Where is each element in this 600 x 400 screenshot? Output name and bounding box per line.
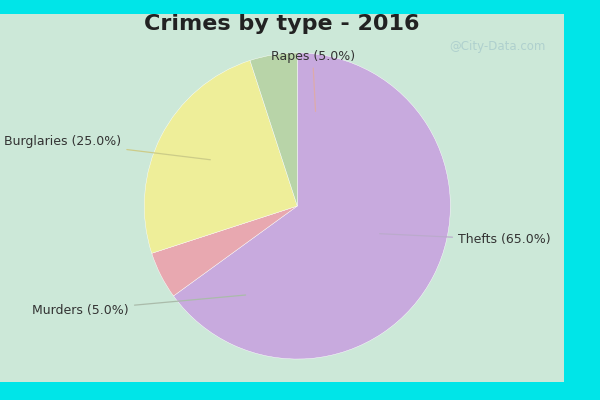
Text: Thefts (65.0%): Thefts (65.0%) — [380, 233, 551, 246]
Wedge shape — [173, 53, 451, 359]
Text: Crimes by type - 2016: Crimes by type - 2016 — [144, 14, 420, 34]
Wedge shape — [250, 53, 298, 206]
Text: Rapes (5.0%): Rapes (5.0%) — [271, 50, 355, 112]
Text: Murders (5.0%): Murders (5.0%) — [32, 295, 245, 316]
Wedge shape — [152, 206, 298, 296]
Wedge shape — [144, 60, 298, 253]
Text: @City-Data.com: @City-Data.com — [449, 40, 546, 53]
Text: Burglaries (25.0%): Burglaries (25.0%) — [4, 135, 211, 160]
